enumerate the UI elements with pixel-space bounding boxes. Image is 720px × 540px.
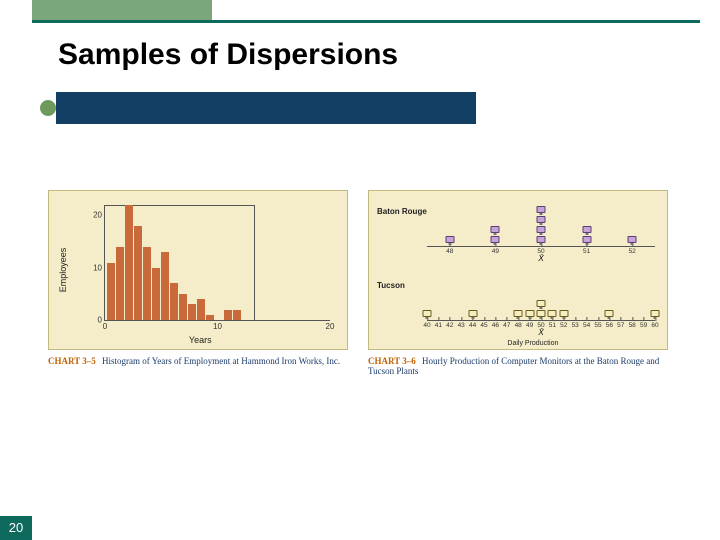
dotplot-xtick: 49 [526,322,533,329]
histogram-panel: Employees 0102001020 Years [48,190,348,350]
dotplot-top-label: Baton Rouge [377,207,427,216]
dotplot-xtick: 43 [458,322,465,329]
histogram-bar [143,247,151,320]
dotplot-figure: Baton Rouge 4849505152X̄ Tucson 40414243… [368,190,672,410]
dotplot-xlabel: Daily Production [507,340,558,347]
monitor-icon [537,236,546,245]
monitor-icon [514,310,523,319]
dotplot-xtick: 48 [515,322,522,329]
monitor-icon [423,310,432,319]
histogram-figure: Employees 0102001020 Years CHART 3–5 His… [48,190,348,410]
dotplot-caption-num: CHART 3–6 [368,356,416,366]
dotplot-xtick: 57 [617,322,624,329]
monitor-icon [537,310,546,319]
monitor-icon [605,310,614,319]
dotplot-xtick: 51 [549,322,556,329]
figure-row: Employees 0102001020 Years CHART 3–5 His… [48,190,672,410]
monitor-icon [651,310,660,319]
histogram-plot-area: 0102001020 [104,205,330,321]
histogram-bar [152,268,160,320]
xbar-label: X̄ [538,254,543,263]
top-border [32,20,700,23]
histogram-xtick: 20 [326,320,335,331]
histogram-bar [134,226,142,320]
dotplot-xtick: 52 [629,248,636,255]
dotplot-xtick: 48 [446,248,453,255]
monitor-icon [582,226,591,235]
monitor-icon [582,236,591,245]
histogram-bar [161,252,169,320]
xbar-label: X̄ [538,328,543,337]
dotplot-xtick: 59 [640,322,647,329]
dotplot-xtick: 41 [435,322,442,329]
histogram-caption: CHART 3–5 Histogram of Years of Employme… [48,356,348,366]
monitor-icon [537,206,546,215]
monitor-icon [445,236,454,245]
bullet-bar [56,92,476,124]
histogram-bar [116,247,124,320]
dotplot-xtick: 58 [629,322,636,329]
histogram-bar [107,263,115,321]
dotplot-caption: CHART 3–6 Hourly Production of Computer … [368,356,672,376]
monitor-icon [491,226,500,235]
histogram-bar [170,283,178,320]
dotplot-bottom: 4041424344454647484950515253545556575859… [427,277,655,333]
monitor-icon [525,310,534,319]
dotplot-xtick: 45 [480,322,487,329]
histogram-xlabel: Years [189,335,212,345]
dotplot-xtick: 55 [594,322,601,329]
page-title: Samples of Dispersions [58,38,398,72]
histogram-xtick: 0 [103,320,107,331]
slide: Samples of Dispersions Employees 0102001… [0,0,720,540]
monitor-icon [559,310,568,319]
monitor-icon [628,236,637,245]
histogram-ytick: 20 [93,211,105,220]
dotplot-xtick: 52 [560,322,567,329]
dotplot-xtick: 49 [492,248,499,255]
histogram-bar [197,299,205,320]
dotplot-xtick: 46 [492,322,499,329]
monitor-icon [537,216,546,225]
histogram-ytick: 10 [93,263,105,272]
histogram-caption-text: Histogram of Years of Employment at Hamm… [102,356,340,366]
accent-block [32,0,212,20]
dotplot-top: 4849505152X̄ [427,203,655,259]
histogram-ylabel: Employees [58,248,68,293]
dotplot-xtick: 51 [583,248,590,255]
dotplot-xtick: 42 [446,322,453,329]
histogram-bar [233,310,241,320]
dotplot-xtick: 47 [503,322,510,329]
histogram-bar [125,205,133,320]
dotplot-xtick: 56 [606,322,613,329]
dotplot-xtick: 53 [572,322,579,329]
dotplot-xtick: 54 [583,322,590,329]
histogram-caption-num: CHART 3–5 [48,356,96,366]
histogram-bars [107,205,241,320]
monitor-icon [537,300,546,309]
histogram-bar [188,304,196,320]
histogram-bar [224,310,232,320]
monitor-icon [468,310,477,319]
dotplot-xtick: 60 [651,322,658,329]
histogram-bar [179,294,187,320]
dotplot-panel: Baton Rouge 4849505152X̄ Tucson 40414243… [368,190,668,350]
bullet-dot [40,100,56,116]
page-number: 20 [0,516,32,540]
monitor-icon [548,310,557,319]
dotplot-xtick: 44 [469,322,476,329]
monitor-icon [537,226,546,235]
dotplot-bottom-label: Tucson [377,281,405,290]
dotplot-xtick: 40 [423,322,430,329]
monitor-icon [491,236,500,245]
histogram-xtick: 10 [213,320,222,331]
